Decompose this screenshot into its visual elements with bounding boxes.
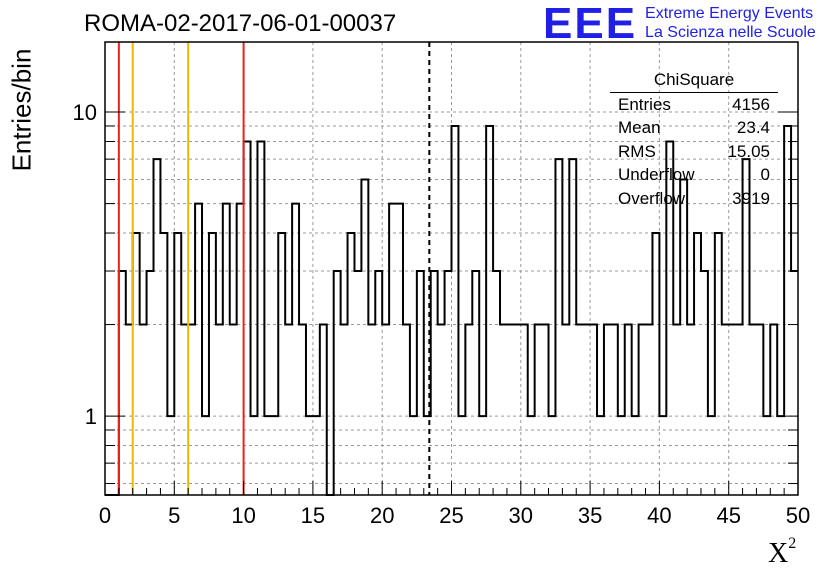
stats-row-overflow: Overflow 3919 [610, 187, 778, 211]
x-tick-label: 20 [370, 503, 394, 528]
logo-line1: Extreme Energy Events [645, 5, 814, 22]
x-tick-label: 0 [99, 503, 111, 528]
stats-label: Underflow [618, 165, 695, 184]
x-tick-label: 15 [301, 503, 325, 528]
logo-text: Extreme Energy Events La Scienza nelle S… [645, 4, 816, 42]
stats-box: ChiSquare Entries 4156 Mean 23.4 RMS 15.… [610, 68, 778, 210]
x-tick-label: 25 [439, 503, 463, 528]
stats-label: Overflow [618, 188, 686, 208]
x-tick-label: 50 [786, 503, 810, 528]
x-tick-label: 30 [509, 503, 533, 528]
stats-value: 23.4 [736, 118, 770, 137]
chart-title: ROMA-02-2017-06-01-00037 [84, 10, 397, 37]
x-axis-label: X2 [768, 535, 797, 569]
x-tick-label: 5 [168, 503, 180, 528]
x-tick-label: 35 [578, 503, 602, 528]
stats-title: ChiSquare [610, 68, 778, 93]
stats-value: 0 [760, 165, 770, 184]
stats-row-rms: RMS 15.05 [610, 140, 778, 164]
stats-row-entries: Entries 4156 [610, 93, 778, 117]
y-tick-label: 1 [85, 404, 97, 429]
y-tick-label: 10 [73, 100, 97, 125]
logo-mark: EEE [543, 0, 638, 48]
stats-label: RMS [618, 141, 656, 161]
stats-label: Entries [618, 94, 671, 114]
logo-line2: La Scienza nelle Scuole [645, 24, 816, 41]
stats-value: 15.05 [727, 141, 770, 161]
y-axis-label: Entries/bin [6, 48, 37, 172]
stats-row-underflow: Underflow 0 [610, 163, 778, 187]
stats-value: 3919 [732, 188, 770, 208]
stats-label: Mean [618, 118, 661, 137]
x-tick-label: 45 [716, 503, 740, 528]
histogram-series [105, 124, 798, 496]
x-tick-label: 40 [647, 503, 671, 528]
stats-row-mean: Mean 23.4 [610, 116, 778, 140]
x-tick-label: 10 [231, 503, 255, 528]
eee-logo: EEE Extreme Energy Events La Scienza nel… [543, 2, 816, 46]
stats-value: 4156 [732, 94, 770, 114]
